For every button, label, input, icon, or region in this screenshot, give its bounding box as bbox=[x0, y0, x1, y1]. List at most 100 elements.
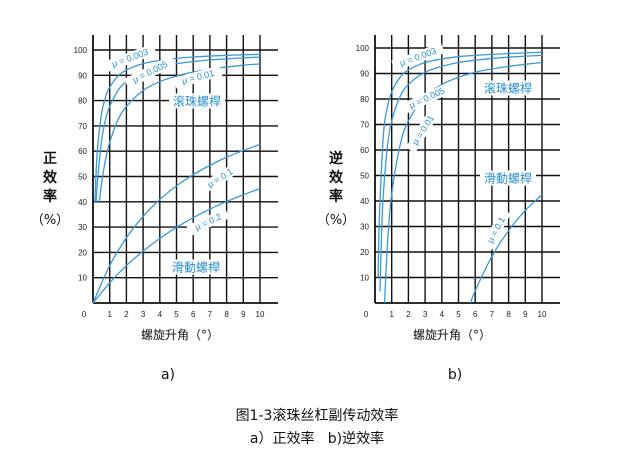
subfigure-label: a) bbox=[161, 367, 175, 383]
annotation-background bbox=[405, 106, 441, 154]
annotation-label: 滑動螺桿 bbox=[172, 260, 220, 275]
series-line-0.2 bbox=[92, 188, 261, 304]
x-tick-label: 5 bbox=[456, 310, 461, 319]
annotation: μ = 0.1 bbox=[481, 208, 511, 252]
annotation-background bbox=[400, 81, 454, 115]
y-tick-label: 60 bbox=[360, 146, 369, 155]
y-tick-label: 30 bbox=[360, 223, 369, 232]
annotation: 滑動螺桿 bbox=[480, 170, 536, 186]
x-tick-label: 5 bbox=[174, 310, 179, 319]
annotation: 滚珠螺桿 bbox=[169, 93, 225, 109]
x-axis-label: 螺旋升角（°） bbox=[141, 328, 219, 342]
series-line-0.1 bbox=[469, 194, 543, 304]
x-tick-label: 2 bbox=[124, 310, 129, 319]
x-tick-label: 4 bbox=[158, 310, 163, 319]
y-tick-label: 10 bbox=[360, 274, 369, 283]
annotation-background bbox=[481, 208, 511, 252]
y-tick-label: 90 bbox=[78, 71, 87, 80]
x-tick-label: 1 bbox=[389, 310, 394, 319]
x-tick-label: 8 bbox=[506, 310, 511, 319]
annotation-label: μ = 0.01 bbox=[410, 113, 436, 146]
annotation: 滚珠螺桿 bbox=[480, 80, 536, 96]
annotation-background bbox=[480, 80, 536, 96]
annotation-background bbox=[199, 162, 241, 194]
caption-subtitle: a）正效率 b)逆效率 bbox=[249, 431, 385, 447]
annotation: μ = 0.1 bbox=[199, 162, 241, 194]
y-tick-label: 60 bbox=[78, 147, 87, 156]
annotation-label: 滚珠螺桿 bbox=[173, 94, 221, 109]
annotation-background bbox=[186, 208, 230, 236]
annotation-background bbox=[391, 42, 445, 72]
x-tick-label: 6 bbox=[191, 310, 196, 319]
annotation-label: μ = 0.005 bbox=[131, 59, 169, 85]
y-axis-label: 逆 bbox=[329, 150, 343, 167]
y-axis-label: 正 bbox=[43, 151, 57, 167]
x-tick-label: 10 bbox=[538, 310, 547, 319]
x-tick-label: 9 bbox=[241, 310, 246, 319]
y-axis-label: （%） bbox=[317, 213, 355, 228]
chart-b: 0 1 2 3 4 5 6 7 8 9 10 10 20 30 40 50 60 70 80 90 100 μ = 0.0… bbox=[317, 35, 560, 383]
annotation-background bbox=[480, 170, 536, 186]
caption-title: 图1-3滚珠丝杠副传动效率 bbox=[235, 408, 399, 424]
series-line-0.01 bbox=[98, 63, 261, 202]
x-tick-label: 7 bbox=[490, 310, 495, 319]
series-line-0.1 bbox=[92, 143, 261, 304]
annotation-label: 滚珠螺桿 bbox=[484, 81, 532, 96]
series-line-0.01 bbox=[383, 61, 543, 304]
x-tick-label: 0 bbox=[364, 310, 369, 319]
x-tick-label: 9 bbox=[523, 310, 528, 319]
x-tick-label: 0 bbox=[82, 310, 87, 319]
y-tick-label: 50 bbox=[78, 173, 87, 182]
x-tick-label: 3 bbox=[423, 310, 428, 319]
x-tick-label: 7 bbox=[208, 310, 213, 319]
annotation: μ = 0.003 bbox=[391, 42, 445, 72]
subfigure-label: b) bbox=[448, 367, 462, 383]
x-tick-label: 4 bbox=[440, 310, 445, 319]
y-tick-label: 40 bbox=[78, 198, 87, 207]
y-tick-label: 50 bbox=[360, 172, 369, 181]
y-tick-label: 40 bbox=[360, 197, 369, 206]
annotation-background bbox=[169, 93, 225, 109]
annotation-label: μ = 0.1 bbox=[485, 215, 507, 244]
y-tick-label: 10 bbox=[78, 274, 87, 283]
annotation: μ = 0.01 bbox=[405, 106, 441, 154]
x-tick-label: 2 bbox=[406, 310, 411, 319]
curves bbox=[377, 51, 543, 304]
y-tick-label: 100 bbox=[356, 44, 370, 53]
annotation-background bbox=[103, 43, 157, 73]
y-tick-label: 20 bbox=[78, 248, 87, 257]
y-tick-label: 80 bbox=[78, 97, 87, 106]
y-axis-label: 效 bbox=[43, 169, 58, 186]
x-tick-label: 1 bbox=[107, 310, 112, 319]
series-line-0.005 bbox=[379, 54, 543, 292]
x-tick-label: 6 bbox=[473, 310, 478, 319]
x-tick-label: 10 bbox=[256, 310, 265, 319]
series-line-0.003 bbox=[94, 53, 261, 202]
y-tick-label: 70 bbox=[360, 121, 369, 130]
y-tick-label: 30 bbox=[78, 223, 87, 232]
y-tick-label: 80 bbox=[360, 95, 369, 104]
y-tick-label: 70 bbox=[78, 122, 87, 131]
annotation-label: 滑動螺桿 bbox=[484, 171, 532, 186]
y-tick-label: 100 bbox=[74, 46, 88, 55]
y-axis-label: 效 bbox=[329, 169, 344, 186]
x-tick-label: 3 bbox=[141, 310, 146, 319]
annotation: 滑動螺桿 bbox=[168, 259, 224, 275]
y-axis-label: 率 bbox=[43, 188, 57, 205]
annotation-background bbox=[168, 259, 224, 275]
y-tick-label: 90 bbox=[360, 70, 369, 79]
x-axis-label: 螺旋升角（°） bbox=[413, 328, 491, 342]
annotation: μ = 0.01 bbox=[173, 65, 223, 89]
curves bbox=[92, 53, 261, 304]
annotation-label: μ = 0.005 bbox=[408, 85, 447, 110]
x-tick-label: 8 bbox=[224, 310, 229, 319]
annotation-background bbox=[123, 55, 177, 89]
y-axis-label: （%） bbox=[31, 213, 69, 228]
y-tick-label: 20 bbox=[360, 248, 369, 257]
annotation-background bbox=[173, 65, 223, 89]
series-line-0.003 bbox=[377, 51, 543, 278]
y-axis-label: 率 bbox=[329, 188, 343, 205]
